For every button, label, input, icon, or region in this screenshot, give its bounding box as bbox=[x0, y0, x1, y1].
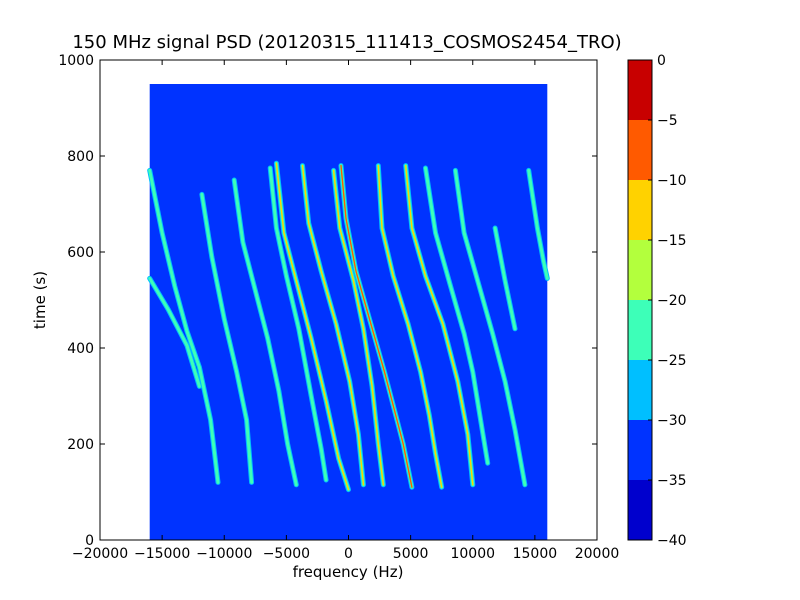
x-axis-ticks: −20000 −15000 −10000 −5000 0 5000 10000 15000 20… bbox=[72, 60, 619, 562]
heatmap bbox=[147, 84, 550, 540]
x-tick-label: 0 bbox=[344, 546, 353, 562]
colorbar: −40 −35 −30 −25 −20 −15 −10 −5 0 bbox=[627, 53, 687, 549]
signal-trace bbox=[267, 165, 329, 483]
x-tick-label: 5000 bbox=[393, 546, 429, 562]
y-axis-ticks: 0 200 400 600 800 1000 bbox=[58, 53, 597, 549]
colorbar-tick-label: −10 bbox=[657, 173, 687, 189]
signal-trace bbox=[147, 275, 202, 389]
y-tick-label: 800 bbox=[67, 149, 94, 165]
signal-trace bbox=[147, 167, 221, 485]
trace-core bbox=[301, 164, 365, 486]
x-tick-label: 20000 bbox=[575, 546, 620, 562]
y-tick-label: 200 bbox=[67, 437, 94, 453]
colorbar-swatch bbox=[628, 240, 652, 300]
trace-mid bbox=[232, 178, 298, 487]
trace-mid bbox=[268, 166, 328, 482]
signal-trace bbox=[403, 163, 476, 488]
trace-core bbox=[405, 164, 474, 486]
colorbar-swatch bbox=[628, 60, 652, 120]
signal-trace bbox=[492, 225, 518, 332]
colorbar-tick-label: −5 bbox=[657, 113, 678, 129]
trace-mid bbox=[453, 168, 527, 487]
colorbar-tick-label: 0 bbox=[657, 53, 666, 69]
signal-trace bbox=[338, 163, 415, 490]
x-tick-label: 15000 bbox=[513, 546, 558, 562]
signal-trace bbox=[375, 163, 445, 490]
signal-trace bbox=[199, 191, 255, 485]
y-tick-label: 600 bbox=[67, 245, 94, 261]
colorbar-swatch bbox=[628, 120, 652, 180]
trace-mid bbox=[493, 226, 517, 331]
trace-core bbox=[377, 164, 443, 488]
colorbar-swatch bbox=[628, 420, 652, 480]
colorbar-tick-label: −35 bbox=[657, 473, 687, 489]
colorbar-swatch bbox=[628, 180, 652, 240]
x-tick-label: −5000 bbox=[263, 546, 310, 562]
x-tick-label: −10000 bbox=[196, 546, 252, 562]
trace-core bbox=[340, 164, 413, 488]
y-tick-label: 0 bbox=[85, 533, 94, 549]
trace-core bbox=[275, 162, 350, 491]
signal-trace bbox=[231, 177, 299, 488]
y-axis-label: time (s) bbox=[31, 271, 49, 329]
x-axis-label: frequency (Hz) bbox=[293, 563, 404, 581]
colorbar-swatch bbox=[628, 480, 652, 540]
colorbar-tick-label: −15 bbox=[657, 233, 687, 249]
signal-trace bbox=[300, 163, 366, 488]
signal-trace bbox=[273, 160, 351, 493]
colorbar-swatch bbox=[628, 300, 652, 360]
trace-mid bbox=[424, 166, 490, 465]
trace-mid bbox=[527, 168, 549, 280]
colorbar-tick-label: −30 bbox=[657, 413, 687, 429]
colorbar-tick-label: −20 bbox=[657, 293, 687, 309]
signal-trace bbox=[423, 165, 491, 466]
x-tick-label: −20000 bbox=[72, 546, 128, 562]
x-tick-label: 10000 bbox=[450, 546, 495, 562]
trace-mid bbox=[148, 168, 220, 484]
colorbar-tick-label: −40 bbox=[657, 533, 687, 549]
y-tick-label: 1000 bbox=[58, 53, 94, 69]
chart-title: 150 MHz signal PSD (20120315_111413_COSM… bbox=[72, 32, 621, 53]
trace-mid bbox=[148, 276, 201, 388]
trace-core bbox=[332, 169, 384, 486]
colorbar-swatch bbox=[628, 360, 652, 420]
signal-trace bbox=[452, 167, 528, 488]
trace-mid bbox=[200, 192, 254, 484]
x-tick-label: −15000 bbox=[134, 546, 190, 562]
signal-trace bbox=[331, 167, 386, 488]
signal-trace bbox=[526, 167, 550, 281]
y-tick-label: 400 bbox=[67, 341, 94, 357]
plot-area bbox=[99, 59, 598, 541]
colorbar-tick-label: −25 bbox=[657, 353, 687, 369]
